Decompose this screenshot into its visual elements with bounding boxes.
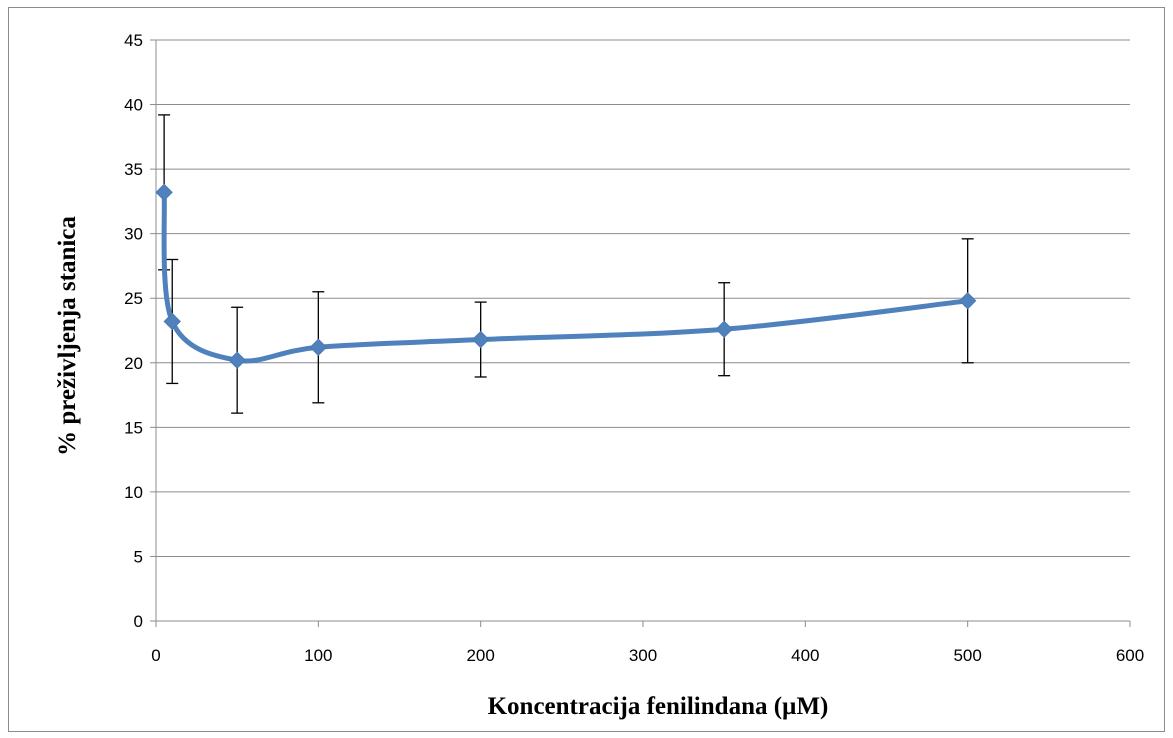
data-point-marker bbox=[309, 338, 328, 356]
data-point-marker bbox=[228, 351, 246, 369]
data-point-marker bbox=[471, 330, 490, 349]
tick-labels: 0 5 10 15 20 25 30 35 40 45 0 100 200 300 400 500 600 bbox=[124, 31, 1144, 665]
error-bars bbox=[158, 114, 974, 414]
x-tick-label: 0 bbox=[151, 646, 160, 665]
y-tick-label: 30 bbox=[124, 225, 143, 244]
axes bbox=[150, 39, 1131, 627]
y-tick-label: 40 bbox=[124, 96, 143, 115]
chart-frame bbox=[8, 7, 1165, 732]
data-point-marker bbox=[155, 183, 173, 202]
y-tick-label: 45 bbox=[124, 31, 143, 50]
y-tick-label: 0 bbox=[134, 612, 143, 631]
x-tick-label: 300 bbox=[629, 646, 657, 665]
data-markers bbox=[155, 183, 977, 369]
x-tick-label: 400 bbox=[791, 646, 819, 665]
y-tick-label: 15 bbox=[124, 418, 143, 437]
y-tick-label: 25 bbox=[124, 289, 143, 308]
y-tick-label: 10 bbox=[124, 483, 143, 502]
data-point-marker bbox=[958, 292, 977, 310]
x-tick-label: 100 bbox=[304, 646, 332, 665]
series-line-path bbox=[161, 189, 971, 364]
series-line bbox=[161, 189, 971, 364]
grid-lines bbox=[156, 39, 1130, 557]
x-axis-title: Koncentracija fenilindana (µM) bbox=[488, 693, 829, 720]
x-tick-label: 200 bbox=[466, 646, 494, 665]
data-point-marker bbox=[715, 320, 733, 338]
y-tick-label: 35 bbox=[124, 160, 143, 179]
y-tick-label: 5 bbox=[134, 547, 143, 566]
data-point-marker bbox=[163, 312, 181, 331]
x-tick-label: 500 bbox=[953, 646, 981, 665]
x-tick-label: 600 bbox=[1116, 646, 1144, 665]
y-tick-label: 20 bbox=[124, 354, 143, 373]
y-axis-title: % preživljenja stanica bbox=[54, 216, 81, 456]
